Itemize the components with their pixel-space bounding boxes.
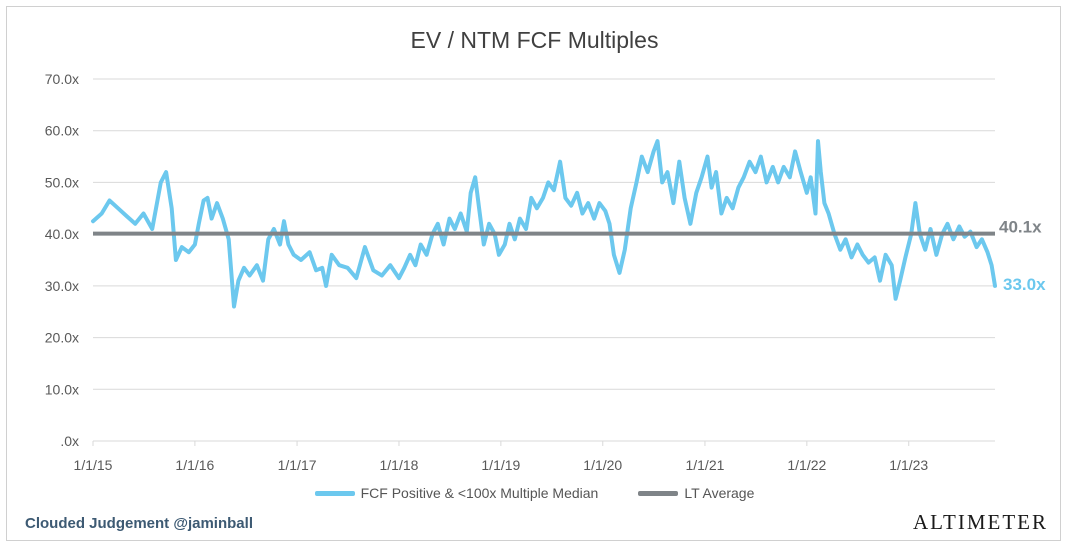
legend-label-average: LT Average xyxy=(684,485,755,501)
x-tick-label: 1/1/16 xyxy=(175,457,214,473)
median-data-label: 33.0x xyxy=(1003,275,1046,294)
x-tick-label: 1/1/20 xyxy=(583,457,622,473)
series-line-median xyxy=(91,139,997,309)
legend-item-median: FCF Positive & <100x Multiple Median xyxy=(314,485,599,501)
y-tick-label: 30.0x xyxy=(45,278,79,294)
y-tick-label: 60.0x xyxy=(45,123,79,139)
average-data-label: 40.1x xyxy=(999,218,1042,237)
x-tick-label: 1/1/22 xyxy=(787,457,826,473)
x-tick-label: 1/1/18 xyxy=(380,457,419,473)
x-tick-label: 1/1/19 xyxy=(481,457,520,473)
brand-logo: ALTIMETER xyxy=(912,510,1048,534)
chart-legend: FCF Positive & <100x Multiple Median LT … xyxy=(0,485,1069,501)
y-tick-label: 10.0x xyxy=(45,381,79,397)
legend-swatch-average xyxy=(638,490,679,496)
legend-item-average: LT Average xyxy=(638,485,754,501)
legend-swatch-median xyxy=(314,490,355,496)
chart-title: EV / NTM FCF Multiples xyxy=(410,27,659,53)
x-tick-label: 1/1/23 xyxy=(889,457,928,473)
y-tick-label: .0x xyxy=(60,433,79,449)
x-tick-label: 1/1/17 xyxy=(278,457,317,473)
legend-label-median: FCF Positive & <100x Multiple Median xyxy=(360,485,599,501)
y-tick-label: 40.0x xyxy=(45,226,79,242)
x-tick-label: 1/1/15 xyxy=(74,457,113,473)
credit-text: Clouded Judgement @jaminball xyxy=(25,515,253,532)
y-tick-label: 70.0x xyxy=(45,71,79,87)
x-tick-label: 1/1/21 xyxy=(685,457,724,473)
chart-frame xyxy=(6,6,1061,541)
y-tick-label: 20.0x xyxy=(45,330,79,346)
y-tick-label: 50.0x xyxy=(45,174,79,190)
